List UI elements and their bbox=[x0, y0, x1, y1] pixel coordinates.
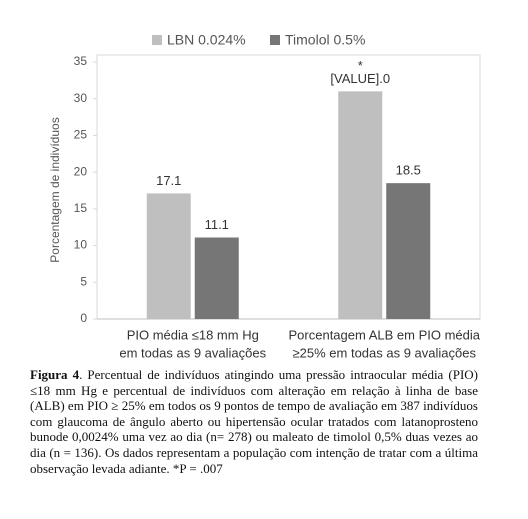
x-tick-label: em todas as 9 avaliações bbox=[119, 345, 266, 360]
bar bbox=[146, 193, 191, 319]
y-tick-label: 35 bbox=[74, 54, 88, 68]
caption-text: . Percentual de indivíduos atingindo uma… bbox=[30, 367, 478, 476]
y-tick-label: 30 bbox=[74, 91, 88, 105]
caption: Figura 4. Percentual de indivíduos ating… bbox=[30, 367, 478, 476]
bar bbox=[338, 91, 383, 319]
x-tick-label: ≥25% em todas as 9 avaliações bbox=[293, 345, 477, 360]
y-axis-label: Porcentagem de indivíduos bbox=[48, 117, 62, 262]
bar bbox=[386, 183, 431, 319]
y-tick-label: 0 bbox=[80, 311, 87, 325]
value-label: 17.1 bbox=[156, 173, 181, 188]
chart: Porcentagem de indivíduos 0 5 10 15 20 25 30 35… bbox=[48, 32, 481, 360]
legend-swatch bbox=[152, 35, 162, 45]
value-label: 18.5 bbox=[396, 163, 421, 178]
legend-label: Timolol 0.5% bbox=[285, 32, 365, 48]
value-label: 11.1 bbox=[205, 217, 229, 232]
annotation: * bbox=[358, 58, 363, 73]
bar bbox=[194, 237, 239, 319]
y-tick-label: 10 bbox=[74, 238, 88, 252]
y-tick-label: 5 bbox=[80, 274, 87, 288]
y-tick-label: 15 bbox=[74, 201, 88, 215]
legend-label: LBN 0.024% bbox=[167, 32, 246, 48]
legend-swatch bbox=[270, 35, 280, 45]
caption-label: Figura 4 bbox=[30, 367, 80, 382]
value-label: [VALUE].0 bbox=[330, 71, 390, 86]
y-tick-label: 25 bbox=[74, 128, 88, 142]
x-tick-label: PIO média ≤18 mm Hg bbox=[127, 327, 259, 342]
x-tick-label: Porcentagem ALB em PIO média bbox=[289, 327, 481, 342]
y-tick-label: 20 bbox=[74, 164, 88, 178]
